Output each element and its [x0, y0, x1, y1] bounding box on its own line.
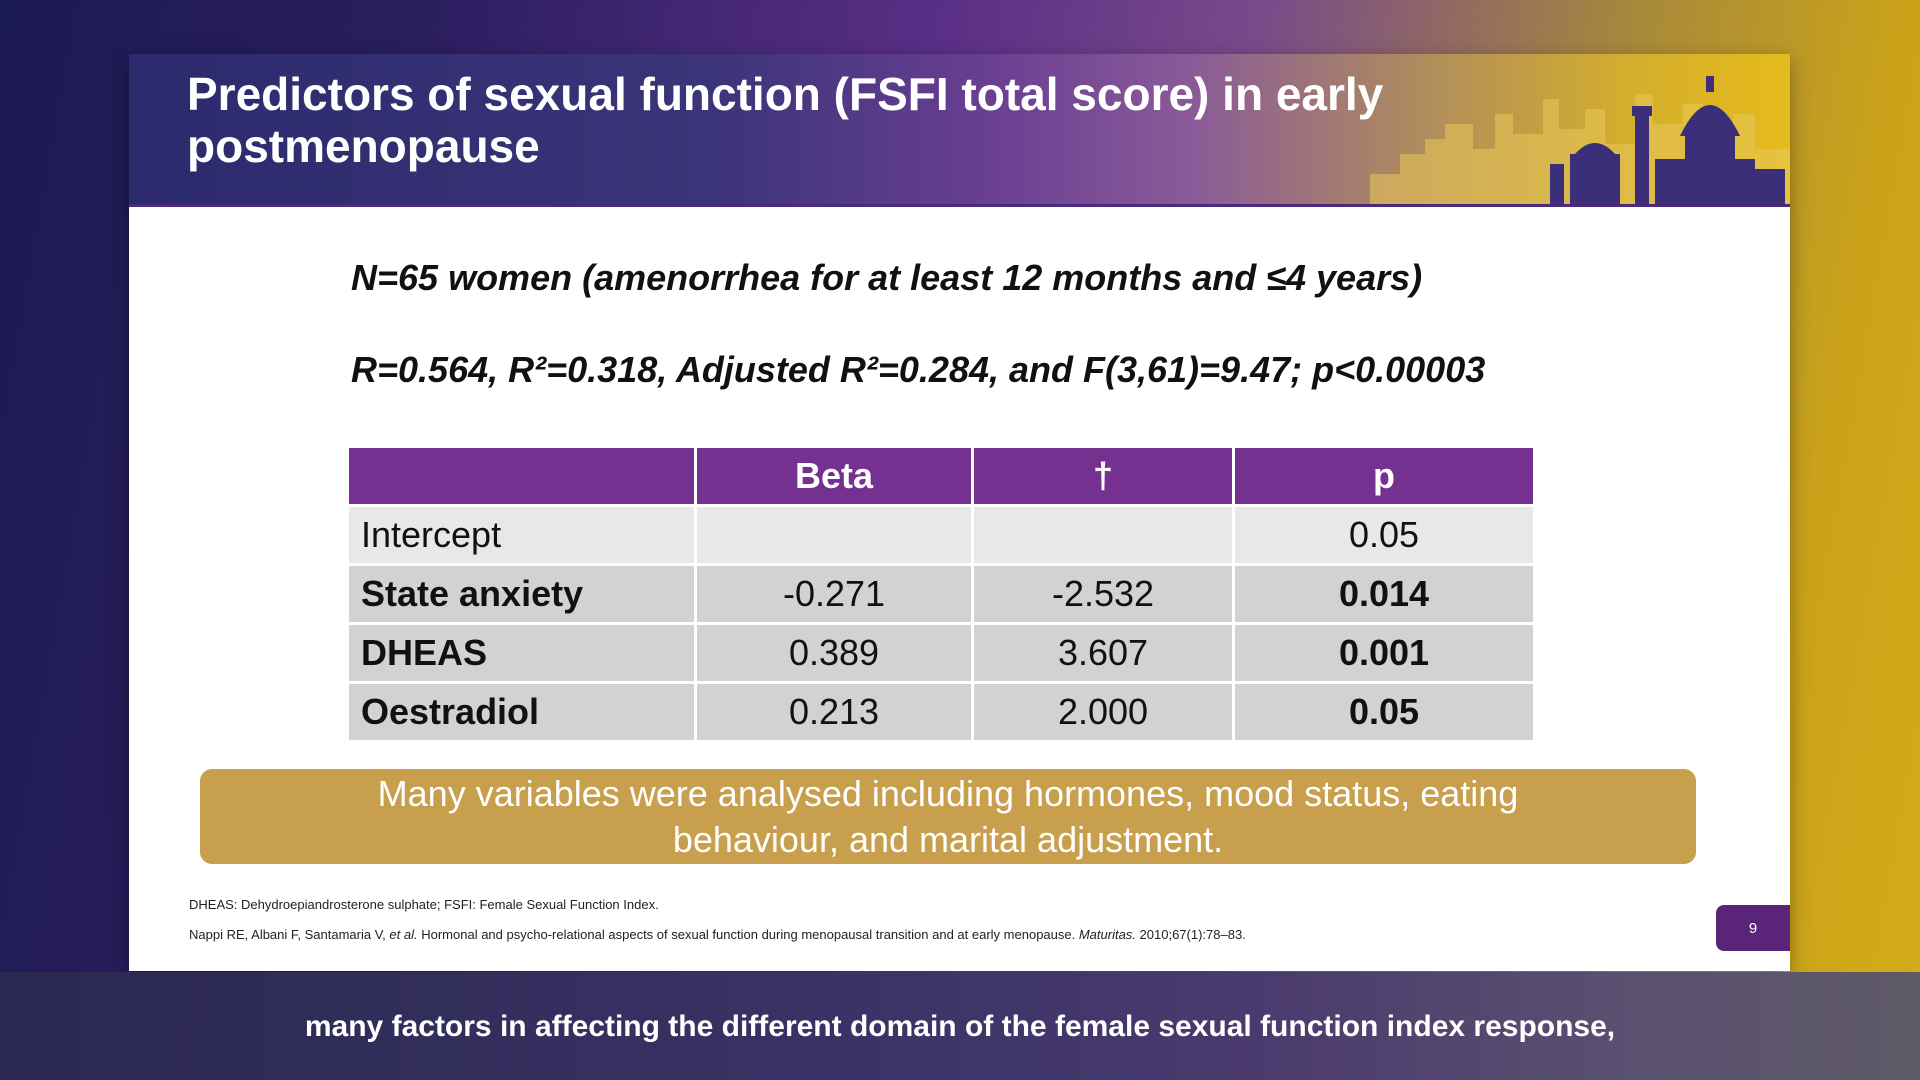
table-row: State anxiety -0.271 -2.532 0.014	[349, 566, 1533, 622]
reference-journal: Maturitas.	[1078, 927, 1136, 942]
slide-title: Predictors of sexual function (FSFI tota…	[187, 68, 1384, 172]
t-cell: -2.532	[974, 566, 1232, 622]
p-cell: 0.001	[1235, 625, 1533, 681]
beta-cell	[697, 507, 971, 563]
row-label: Oestradiol	[349, 684, 694, 740]
reference-citation: 2010;67(1):78–83.	[1135, 927, 1246, 942]
p-cell: 0.05	[1235, 507, 1533, 563]
row-label: DHEAS	[349, 625, 694, 681]
regression-statistics-text: R=0.564, R²=0.318, Adjusted R²=0.284, an…	[351, 349, 1486, 390]
reference-etal: et al.	[389, 927, 418, 942]
row-label: Intercept	[349, 507, 694, 563]
predictors-table: Beta † p Intercept 0.05 State anxiety -0…	[346, 445, 1536, 743]
slide-header: Predictors of sexual function (FSFI tota…	[129, 54, 1790, 207]
table-header-p: p	[1235, 448, 1533, 504]
beta-cell: 0.213	[697, 684, 971, 740]
callout-box: Many variables were analysed including h…	[200, 769, 1696, 864]
page-number-badge: 9	[1716, 905, 1790, 951]
t-cell	[974, 507, 1232, 563]
t-cell: 3.607	[974, 625, 1232, 681]
video-caption: many factors in affecting the different …	[304, 1010, 1616, 1043]
callout-text: Many variables were analysed including h…	[377, 772, 1519, 860]
table-row: DHEAS 0.389 3.607 0.001	[349, 625, 1533, 681]
t-cell: 2.000	[974, 684, 1232, 740]
abbreviation-footnote: DHEAS: Dehydroepiandrosterone sulphate; …	[189, 897, 659, 912]
reference-authors: Nappi RE, Albani F, Santamaria V,	[189, 927, 390, 942]
table-row: Intercept 0.05	[349, 507, 1533, 563]
row-label: State anxiety	[349, 566, 694, 622]
p-cell: 0.014	[1235, 566, 1533, 622]
table-header-row: Beta † p	[349, 448, 1533, 504]
city-skyline-icon	[1370, 76, 1790, 204]
presentation-slide: Predictors of sexual function (FSFI tota…	[129, 54, 1790, 971]
reference-footnote: Nappi RE, Albani F, Santamaria V, et al.…	[189, 927, 1246, 942]
beta-cell: 0.389	[697, 625, 971, 681]
p-cell: 0.05	[1235, 684, 1533, 740]
table-header-empty	[349, 448, 694, 504]
reference-title: Hormonal and psycho-relational aspects o…	[417, 927, 1079, 942]
caption-bar	[0, 972, 1920, 1080]
table-header-beta: Beta	[697, 448, 971, 504]
table-row: Oestradiol 0.213 2.000 0.05	[349, 684, 1533, 740]
table-header-t: †	[974, 448, 1232, 504]
beta-cell: -0.271	[697, 566, 971, 622]
study-sample-text: N=65 women (amenorrhea for at least 12 m…	[351, 257, 1423, 298]
